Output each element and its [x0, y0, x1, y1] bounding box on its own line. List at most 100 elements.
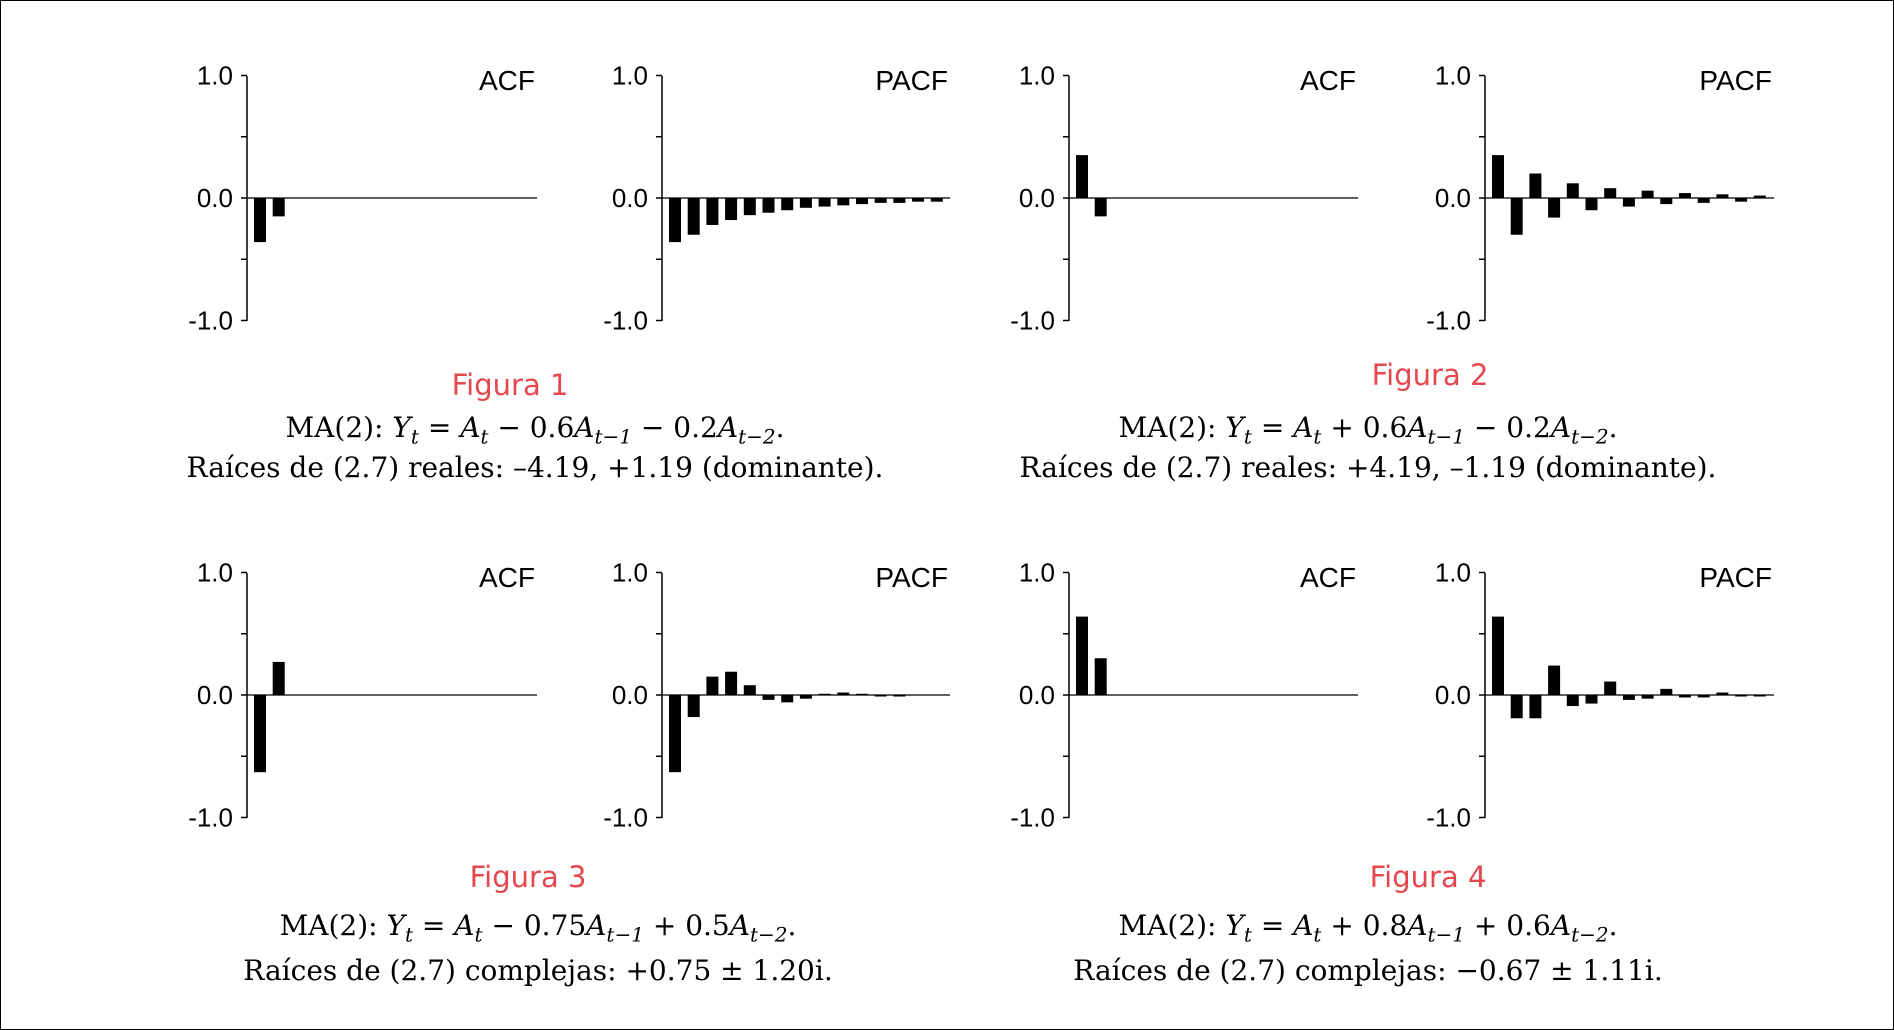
panel-3-acf-tick-label: 0.0: [1019, 183, 1055, 213]
panel-4-pacf-bar-lag-5: [1566, 183, 1579, 198]
panel-2-pacf-tick-label: 0.0: [612, 183, 648, 213]
panel-6-pacf-bar-lag-7: [781, 695, 794, 703]
panel-2-pacf-bar-lag-9: [818, 198, 831, 207]
figure-1-label: Figura 1: [451, 368, 569, 402]
panel-4-pacf-bar-lag-12: [1697, 198, 1710, 203]
panel-4-pacf-bar-lag-9: [1641, 190, 1654, 198]
figure-3-roots: Raíces de (2.7) complejas: +0.75 ± 1.20i…: [243, 954, 833, 987]
panel-4-pacf-bar-lag-4: [1548, 198, 1561, 218]
figure-1-formula: MA(2): Yt = At − 0.6At−1 − 0.2At−2.: [285, 411, 785, 449]
panel-2-pacf-tick-label: -1.0: [603, 306, 648, 336]
panel-6-pacf-bar-lag-6: [762, 695, 775, 700]
panel-1-acf-tick-label: -1.0: [188, 306, 233, 336]
panel-8-pacf-bar-lag-7: [1604, 681, 1617, 695]
panel-8-pacf-bar-lag-1: [1492, 616, 1504, 695]
panel-2-pacf-bar-lag-4: [725, 198, 738, 221]
panel-7-acf-bar-lag-1: [1076, 616, 1088, 695]
panel-2-pacf-bar-lag-8: [799, 198, 812, 208]
figure-4-roots: Raíces de (2.7) complejas: −0.67 ± 1.11i…: [1073, 954, 1663, 987]
panel-5-acf-tick-label: 0.0: [197, 680, 233, 710]
panel-8-pacf-bar-lag-11: [1679, 695, 1691, 698]
panel-3-acf-tick-label: -1.0: [1010, 306, 1055, 336]
panel-6-pacf-tick-label: 0.0: [612, 680, 648, 710]
panel-2-pacf-bar-lag-13: [893, 198, 906, 203]
panel-4-pacf-bar-lag-2: [1510, 198, 1523, 235]
panel-2-pacf-bar-lag-3: [706, 198, 719, 225]
panel-1-acf-bar-lag-2: [272, 198, 285, 217]
panel-6-pacf-bar-lag-11: [856, 693, 868, 696]
figure-1-roots: Raíces de (2.7) reales: –4.19, +1.19 (do…: [186, 451, 884, 484]
panel-4-pacf-tick-label: 0.0: [1435, 183, 1471, 213]
panel-8-pacf-bar-lag-10: [1660, 688, 1673, 695]
panel-6-pacf-bar-lag-3: [706, 676, 719, 695]
panel-6-pacf-bar-lag-9: [818, 693, 831, 696]
panel-7-acf-tick-label: 0.0: [1019, 680, 1055, 710]
panel-4-pacf-bar-lag-10: [1660, 198, 1673, 205]
panel-4-pacf-bar-lag-11: [1679, 193, 1691, 198]
panel-6-pacf-bar-lag-10: [837, 692, 850, 695]
panel-5-acf-tick-label: -1.0: [188, 803, 233, 833]
panel-6-pacf-bar-lag-1: [669, 695, 681, 773]
panel-6-pacf-bar-lag-5: [743, 685, 756, 695]
panel-8-pacf-title: PACF: [1699, 562, 1772, 593]
figure-2-label: Figura 2: [1371, 358, 1489, 392]
panel-8-pacf-tick-label: 0.0: [1435, 680, 1471, 710]
panel-2-pacf-bar-lag-15: [930, 198, 943, 202]
figure-4-label: Figura 4: [1369, 860, 1487, 894]
panel-7-acf-tick-label: -1.0: [1010, 803, 1055, 833]
panel-2-pacf-bar-lag-2: [687, 198, 700, 235]
panel-8-pacf-bar-lag-4: [1548, 665, 1561, 695]
panel-8-pacf-bar-lag-15: [1753, 695, 1766, 697]
panel-8-pacf-bar-lag-6: [1585, 695, 1598, 704]
panel-5-acf-title: ACF: [479, 562, 535, 593]
panel-8-pacf-bar-lag-8: [1622, 695, 1635, 700]
panel-2-pacf-bar-lag-10: [837, 198, 850, 206]
panel-8-pacf-bar-lag-12: [1697, 695, 1710, 698]
panel-7-acf-tick-label: 1.0: [1019, 558, 1055, 588]
panel-4-pacf-bar-lag-8: [1622, 198, 1635, 207]
panel-1-acf-tick-label: 1.0: [197, 61, 233, 91]
panel-1-acf-title: ACF: [479, 65, 535, 96]
panel-8-pacf-bar-lag-13: [1716, 692, 1729, 695]
panel-1-acf-tick-label: 0.0: [197, 183, 233, 213]
panel-4-pacf-bar-lag-14: [1735, 198, 1748, 202]
panel-3-acf-bar-lag-2: [1094, 198, 1107, 217]
panel-2-pacf-bar-lag-12: [874, 198, 887, 203]
panel-6-pacf-bar-lag-8: [799, 695, 812, 699]
panel-6-pacf-tick-label: 1.0: [612, 558, 648, 588]
panel-2-pacf-title: PACF: [875, 65, 948, 96]
panel-8-pacf-bar-lag-14: [1735, 695, 1748, 697]
panel-6-pacf-bar-lag-4: [725, 671, 738, 695]
panel-4-pacf-bar-lag-1: [1492, 155, 1504, 198]
panel-5-acf-bar-lag-2: [272, 661, 285, 695]
panel-8-pacf-bar-lag-3: [1529, 695, 1542, 719]
panel-3-acf-bar-lag-1: [1076, 155, 1088, 198]
panel-6-pacf-tick-label: -1.0: [603, 803, 648, 833]
panel-4-pacf-title: PACF: [1699, 65, 1772, 96]
panel-8-pacf-bar-lag-2: [1510, 695, 1523, 719]
panel-3-acf-title: ACF: [1300, 65, 1356, 96]
panel-2-pacf-bar-lag-5: [743, 198, 756, 216]
panel-2-pacf-bar-lag-7: [781, 198, 794, 211]
panel-2-pacf-bar-lag-11: [856, 198, 868, 205]
panel-2-pacf-bar-lag-1: [669, 198, 681, 243]
panel-6-pacf-bar-lag-12: [874, 695, 887, 697]
panel-6-pacf-bar-lag-13: [893, 695, 906, 697]
panel-5-acf-bar-lag-1: [254, 695, 266, 773]
panel-4-pacf-bar-lag-7: [1604, 188, 1617, 198]
figure-4-formula: MA(2): Yt = At + 0.8At−1 + 0.6At−2.: [1118, 909, 1618, 947]
panel-5-acf-tick-label: 1.0: [197, 558, 233, 588]
panel-1-acf-bar-lag-1: [254, 198, 266, 243]
figure-3-label: Figura 3: [469, 860, 587, 894]
panel-4-pacf-tick-label: -1.0: [1426, 306, 1471, 336]
panel-2-pacf-bar-lag-6: [762, 198, 775, 213]
panel-4-pacf-bar-lag-15: [1753, 195, 1766, 198]
panel-6-pacf-bar-lag-2: [687, 695, 700, 718]
panel-8-pacf-tick-label: 1.0: [1435, 558, 1471, 588]
panel-8-pacf-bar-lag-5: [1566, 695, 1579, 707]
panel-7-acf-title: ACF: [1300, 562, 1356, 593]
panel-7-acf-bar-lag-2: [1094, 658, 1107, 695]
panel-8-pacf-tick-label: -1.0: [1426, 803, 1471, 833]
panel-8-pacf-bar-lag-9: [1641, 695, 1654, 699]
